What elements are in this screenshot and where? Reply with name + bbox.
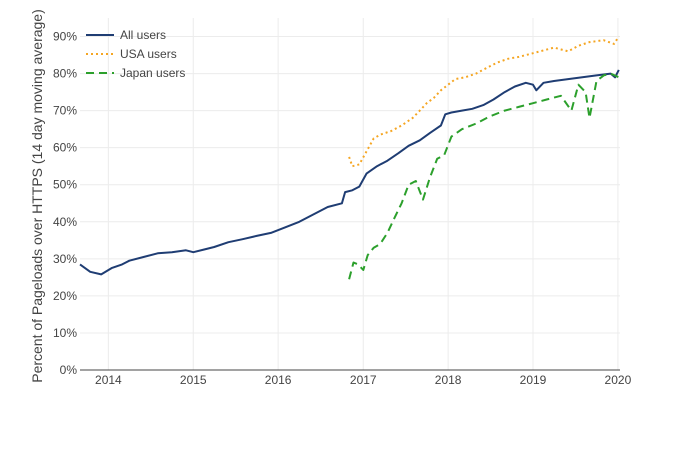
y-tick-label: 30% bbox=[53, 252, 77, 266]
legend-label-japan-users: Japan users bbox=[120, 66, 185, 80]
series-lines bbox=[79, 35, 620, 280]
y-tick-label: 90% bbox=[53, 30, 77, 44]
series-line-all-users bbox=[79, 69, 620, 276]
y-tick-label: 70% bbox=[53, 104, 77, 118]
legend: All users USA users Japan users bbox=[86, 28, 185, 80]
x-tick-label: 2020 bbox=[605, 373, 632, 387]
y-tick-label: 20% bbox=[53, 289, 77, 303]
y-axis-title: Percent of Pageloads over HTTPS (14 day … bbox=[29, 9, 45, 383]
axes: 0% 10% 20% 30% 40% 50% 60% 70% 80% 90% 2014 2015 201… bbox=[53, 30, 632, 387]
x-tick-label: 2016 bbox=[265, 373, 292, 387]
y-tick-label: 0% bbox=[60, 363, 78, 377]
series-line-japan-users bbox=[348, 72, 620, 280]
legend-label-usa-users: USA users bbox=[120, 47, 177, 61]
x-tick-label: 2017 bbox=[350, 373, 377, 387]
x-tick-label: 2014 bbox=[95, 373, 122, 387]
x-tick-label: 2019 bbox=[520, 373, 547, 387]
y-tick-label: 60% bbox=[53, 141, 77, 155]
y-tick-label: 10% bbox=[53, 326, 77, 340]
grid-lines bbox=[80, 18, 620, 370]
y-tick-label: 40% bbox=[53, 215, 77, 229]
series-line-usa-users bbox=[348, 35, 620, 168]
legend-label-all-users: All users bbox=[120, 28, 166, 42]
y-tick-label: 80% bbox=[53, 67, 77, 81]
y-tick-label: 50% bbox=[53, 178, 77, 192]
x-tick-label: 2015 bbox=[180, 373, 207, 387]
x-tick-label: 2018 bbox=[435, 373, 462, 387]
